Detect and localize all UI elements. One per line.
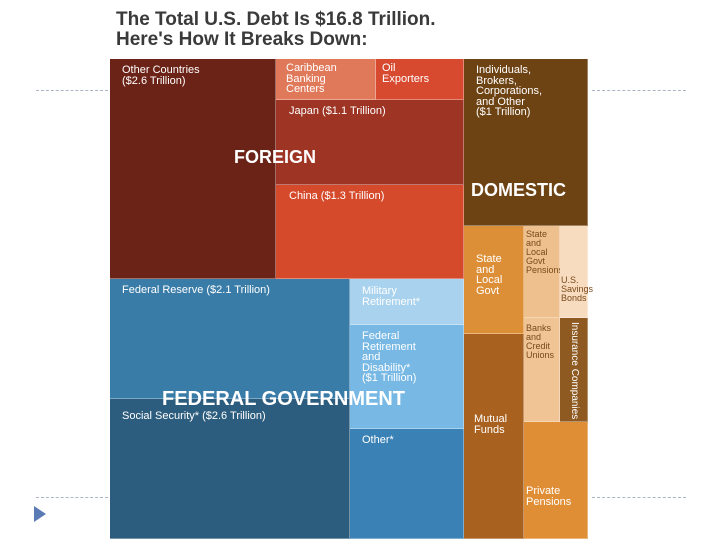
treemap-cell-us-savings-bonds: U.S. Savings Bonds — [560, 226, 593, 318]
treemap-label-caribbean: Caribbean Banking Centers — [286, 62, 337, 95]
treemap-cell-oil-exporters: Oil Exporters — [376, 59, 464, 100]
treemap-label-private-pensions: Private Pensions — [526, 485, 572, 508]
treemap-cell-insurance: Insurance Companies — [560, 318, 588, 422]
treemap-label-china: China ($1.3 Trillion) — [289, 190, 385, 202]
treemap-label-insurance: Insurance Companies — [569, 322, 580, 420]
treemap-label-state-local-govt: State and Local Govt — [476, 253, 503, 297]
treemap-cell-individuals: Individuals, Brokers, Corporations, and … — [464, 59, 588, 226]
treemap-label-banks: Banks and Credit Unions — [526, 323, 555, 360]
treemap-cell-caribbean: Caribbean Banking Centers — [276, 59, 376, 100]
treemap-cell-military-retirement: Military Retirement* — [350, 279, 464, 325]
treemap-label-federal-reserve: Federal Reserve ($2.1 Trillion) — [122, 284, 270, 296]
treemap-cell-other: Other* — [350, 429, 464, 539]
treemap-cell-federal-reserve: Federal Reserve ($2.1 Trillion) — [110, 279, 350, 399]
treemap-label-social-security: Social Security* ($2.6 Trillion) — [122, 410, 266, 422]
treemap-label-other-countries: Other Countries ($2.6 Trillion) — [122, 64, 200, 87]
treemap-cell-mutual-funds: Mutual Funds — [464, 334, 524, 539]
treemap-cell-state-local-govt: State and Local Govt — [464, 226, 524, 334]
treemap-label-japan: Japan ($1.1 Trillion) — [289, 105, 386, 117]
treemap-cell-private-pensions: Private Pensions — [524, 422, 588, 539]
slide-divider-top-right — [592, 90, 686, 91]
play-icon — [34, 506, 46, 522]
treemap-cell-other-countries: Other Countries ($2.6 Trillion) — [110, 59, 276, 279]
treemap-cell-japan: Japan ($1.1 Trillion) — [276, 100, 464, 185]
chart-subtitle: Here's How It Breaks Down: — [116, 29, 368, 50]
treemap-cell-china: China ($1.3 Trillion) — [276, 185, 464, 279]
slide-divider-bottom-right — [592, 497, 686, 498]
treemap-label-military-retirement: Military Retirement* — [362, 285, 421, 308]
slide-divider-top-left — [36, 90, 108, 91]
treemap-label-other: Other* — [362, 434, 394, 446]
treemap-cell-banks: Banks and Credit Unions — [524, 318, 560, 422]
chart-title: The Total U.S. Debt Is $16.8 Trillion. — [116, 9, 436, 30]
treemap-cell-federal-retirement: Federal Retirement and Disability* ($1 T… — [350, 325, 464, 429]
treemap-label-mutual-funds: Mutual Funds — [474, 413, 508, 436]
treemap-label-state-local-pensions: State and Local Govt Pensions — [526, 229, 564, 275]
group-label-foreign: FOREIGN — [234, 147, 317, 167]
chart-title-block: The Total U.S. Debt Is $16.8 Trillion. H… — [116, 10, 436, 50]
group-label-domestic: DOMESTIC — [471, 180, 567, 200]
treemap-label-oil-exporters: Oil Exporters — [382, 62, 430, 85]
group-label-federal-government: FEDERAL GOVERNMENT — [162, 388, 405, 410]
treemap-label-federal-retirement: Federal Retirement and Disability* ($1 T… — [362, 330, 417, 384]
treemap-label-us-savings-bonds: U.S. Savings Bonds — [561, 275, 594, 303]
treemap-cell-state-local-pensions: State and Local Govt Pensions — [524, 226, 564, 318]
treemap-label-individuals: Individuals, Brokers, Corporations, and … — [476, 64, 543, 118]
slide-divider-bottom-left — [36, 497, 108, 498]
treemap-cell-social-security: Social Security* ($2.6 Trillion) — [110, 399, 350, 539]
